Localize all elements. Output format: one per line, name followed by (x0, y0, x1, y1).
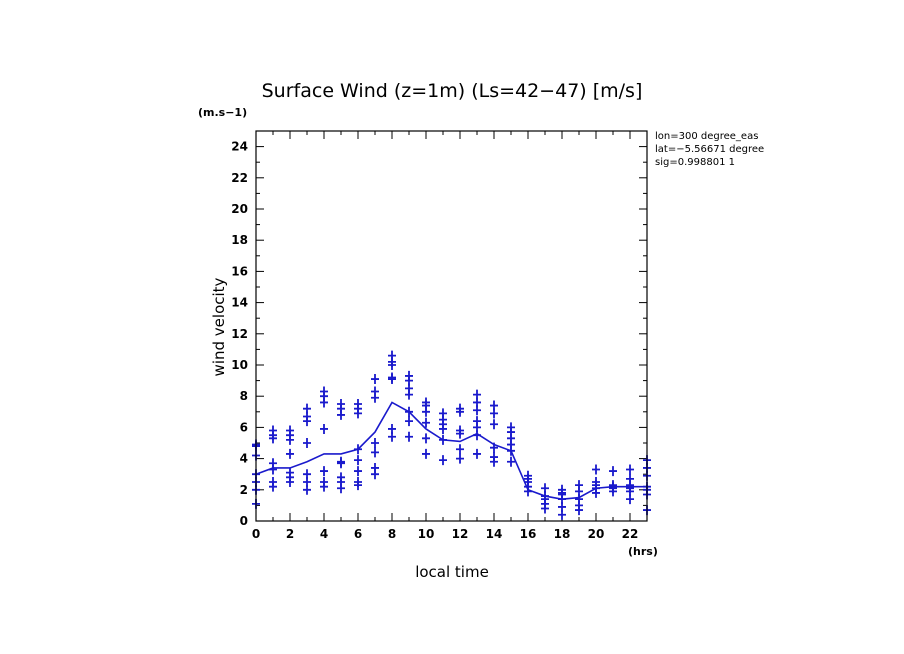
y-tick-label: 2 (240, 483, 248, 497)
plot-frame (255, 130, 648, 522)
data-point-marker (422, 433, 430, 444)
data-point-marker (371, 386, 379, 397)
x-tick-label: 4 (320, 527, 328, 541)
data-point-marker (456, 403, 464, 414)
data-point-marker (490, 452, 498, 463)
data-point-marker (286, 448, 294, 459)
data-point-marker (320, 477, 328, 487)
data-point-marker (320, 386, 328, 397)
data-point-marker (303, 403, 311, 414)
x-tick-label: 10 (418, 527, 435, 541)
data-point-marker (609, 480, 617, 491)
data-point-marker (558, 484, 566, 495)
info-lat: lat=−5.56671 degree (655, 144, 764, 155)
data-point-marker (303, 469, 311, 480)
data-point-marker (405, 416, 413, 427)
data-point-marker (388, 423, 396, 434)
x-tick-label: 0 (252, 527, 260, 541)
data-point-marker (286, 467, 294, 478)
data-point-marker (303, 438, 311, 448)
y-tick-label: 4 (240, 452, 248, 466)
data-point-marker (592, 477, 600, 487)
y-tick-label: 16 (231, 264, 248, 278)
x-tick-label: 12 (452, 527, 469, 541)
data-point-marker (286, 425, 294, 436)
data-point-marker (269, 477, 277, 487)
data-point-marker (354, 466, 362, 477)
y-tick-label: 24 (231, 140, 248, 154)
data-point-marker (626, 464, 634, 475)
data-point-marker (354, 477, 362, 487)
x-tick-label: 6 (354, 527, 362, 541)
info-box: lon=300 degree_eas lat=−5.56671 degree s… (655, 131, 764, 168)
x-tick-label: 2 (286, 527, 294, 541)
y-tick-label: 18 (231, 233, 248, 247)
data-point-marker (507, 456, 515, 467)
data-point-marker (456, 425, 464, 436)
data-point-marker (456, 453, 464, 464)
data-point-marker (456, 444, 464, 455)
data-point-marker (473, 416, 481, 427)
data-point-marker (320, 423, 328, 434)
info-lon: lon=300 degree_eas (655, 131, 758, 142)
y-tick-label: 0 (240, 514, 248, 528)
x-tick-label: 18 (554, 527, 571, 541)
x-tick-label: 8 (388, 527, 396, 541)
data-point-marker (541, 483, 549, 494)
x-tick-label: 20 (588, 527, 605, 541)
data-point-marker (490, 419, 498, 430)
data-point-marker (507, 422, 515, 433)
data-point-marker (337, 472, 345, 483)
data-point-marker (337, 399, 345, 409)
y-tick-label: 22 (231, 171, 248, 185)
data-point-marker (473, 448, 481, 459)
y-tick-label: 20 (231, 202, 248, 216)
data-point-marker (320, 466, 328, 477)
y-tick-label: 14 (231, 296, 248, 310)
y-tick-label: 10 (231, 358, 248, 372)
x-tick-label: 14 (486, 527, 503, 541)
data-point-marker (439, 455, 447, 466)
data-point-marker (592, 464, 600, 475)
x-tick-label: 16 (520, 527, 537, 541)
data-points (252, 350, 651, 520)
y-tick-label: 12 (231, 327, 248, 341)
info-sig: sig=0.998801 1 (655, 157, 735, 168)
data-point-marker (524, 470, 532, 481)
mean-line-group (255, 401, 647, 500)
data-point-marker (490, 400, 498, 411)
x-tick-label: 22 (622, 527, 639, 541)
data-point-marker (269, 425, 277, 436)
x-unit-label: (hrs) (628, 545, 658, 558)
data-point-marker (371, 462, 379, 473)
data-point-marker (422, 417, 430, 428)
data-point-marker (422, 397, 430, 408)
chart-title: Surface Wind (z=1m) (Ls=42−47) [m/s] (262, 80, 643, 102)
data-point-marker (371, 438, 379, 448)
data-point-marker (422, 448, 430, 459)
y-tick-label: 8 (240, 389, 248, 403)
data-point-marker (354, 455, 362, 466)
y-unit-label: (m.s−1) (198, 106, 247, 119)
data-point-marker (405, 370, 413, 381)
data-point-marker (371, 447, 379, 458)
data-point-marker (354, 399, 362, 409)
data-point-marker (626, 473, 634, 484)
data-point-marker (388, 372, 396, 383)
mean-line (255, 401, 647, 500)
data-point-marker (609, 466, 617, 477)
data-point-marker (388, 350, 396, 361)
data-point-marker (371, 374, 379, 385)
y-axis-label: wind velocity (210, 277, 228, 376)
data-point-marker (439, 408, 447, 419)
data-point-marker (575, 480, 583, 491)
data-point-marker (337, 456, 345, 467)
data-point-marker (269, 458, 277, 469)
x-axis-label: local time (415, 563, 489, 581)
data-point-marker (473, 389, 481, 400)
data-point-marker (405, 431, 413, 442)
y-tick-label: 6 (240, 420, 248, 434)
